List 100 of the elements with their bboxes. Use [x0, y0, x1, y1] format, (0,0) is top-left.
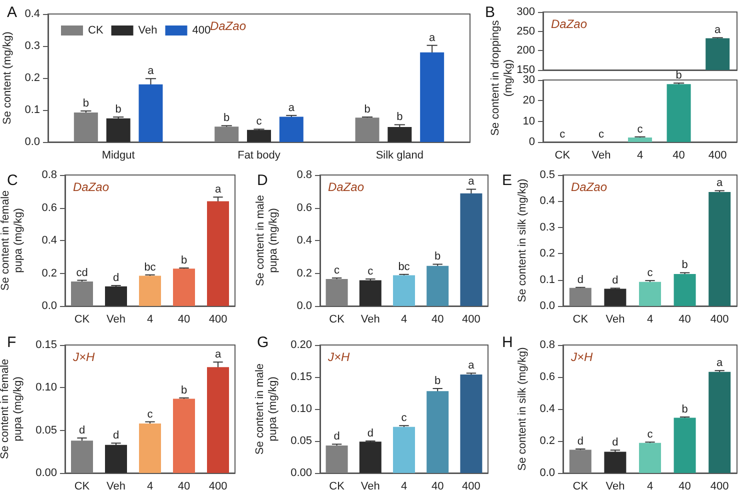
- chart-title: E: [502, 172, 512, 189]
- x-tick-label: Veh: [606, 314, 625, 326]
- y-tick-label: 150: [516, 64, 535, 76]
- data-label: c: [147, 408, 154, 420]
- chart-title: C: [7, 172, 18, 189]
- x-tick-label: Midgut: [102, 150, 135, 162]
- data-label: a: [148, 65, 155, 78]
- y-tick-label: 0.0: [24, 136, 40, 148]
- x-tick-label: 400: [710, 314, 729, 326]
- data-label: bc: [144, 261, 156, 274]
- y-tick-label: 0.00: [36, 467, 57, 479]
- bar: [569, 450, 592, 473]
- data-label: b: [115, 104, 122, 116]
- y-axis-title: Se content in droppings (mg/kg): [490, 20, 514, 136]
- bar: [359, 442, 382, 473]
- bar: [708, 192, 731, 306]
- data-label: a: [716, 357, 724, 370]
- y-tick-label: 0.0: [42, 300, 57, 312]
- bar: [639, 442, 661, 473]
- data-label: b: [676, 70, 682, 82]
- data-label: cd: [76, 266, 88, 279]
- data-label: b: [434, 375, 441, 388]
- x-tick-label: CK: [554, 150, 571, 162]
- x-tick-label: 400: [710, 480, 729, 492]
- data-label: b: [224, 112, 230, 124]
- x-tick-label: 4: [146, 480, 154, 492]
- y-tick-label: 0.15: [36, 339, 57, 351]
- bar: [355, 118, 380, 142]
- data-label: d: [612, 436, 618, 449]
- x-tick-label: 4: [646, 314, 654, 326]
- data-label: d: [334, 430, 340, 443]
- data-label: b: [180, 384, 188, 396]
- data-label: b: [180, 254, 188, 267]
- bar: [207, 367, 229, 473]
- y-tick-label: 30: [522, 74, 535, 86]
- y-tick-label: 0.00: [290, 467, 312, 479]
- bar: [393, 426, 415, 473]
- chart-title: A: [7, 4, 18, 21]
- x-tick-label: 4: [400, 480, 408, 492]
- legend-label: CK: [88, 24, 104, 36]
- bar: [139, 276, 161, 306]
- y-tick-label: 0.2: [296, 267, 312, 280]
- y-tick-label: 0.3: [24, 40, 40, 52]
- x-tick-label: Veh: [592, 150, 611, 162]
- y-tick-label: 0: [528, 136, 535, 148]
- data-label: c: [368, 265, 374, 278]
- y-tick-label: 20: [522, 94, 535, 107]
- x-tick-label: 400: [462, 480, 480, 492]
- annotation: DaZao: [210, 19, 246, 33]
- y-tick-label: 0.0: [296, 300, 312, 312]
- bar: [460, 374, 482, 473]
- x-tick-label: CK: [329, 314, 346, 326]
- x-tick-label: Fat body: [238, 150, 281, 162]
- bar: [173, 398, 195, 473]
- x-tick-label: CK: [74, 314, 90, 326]
- data-label: a: [214, 348, 222, 361]
- bar: [214, 126, 239, 142]
- x-tick-label: CK: [572, 314, 589, 326]
- y-tick-label: 200: [516, 44, 535, 57]
- y-axis-title: Se content (mg/kg): [1, 32, 14, 124]
- data-label: c: [647, 267, 654, 280]
- x-tick-label: Veh: [360, 480, 380, 492]
- bar: [74, 112, 98, 142]
- bar: [247, 130, 271, 142]
- annotation: DaZao: [551, 17, 588, 31]
- y-tick-label: 0.8: [296, 169, 312, 181]
- y-axis-title: Se content in silk (mg/kg): [516, 347, 528, 471]
- x-tick-label: Silk gland: [376, 150, 424, 162]
- data-label: d: [612, 274, 618, 287]
- x-tick-label: 40: [678, 314, 691, 326]
- y-tick-label: 0.4: [24, 8, 40, 20]
- y-tick-label: 0.10: [290, 403, 312, 415]
- y-tick-label: 0.20: [290, 339, 312, 351]
- y-tick-label: 0.6: [42, 202, 57, 214]
- data-label: c: [598, 128, 604, 140]
- y-tick-label: 300: [516, 6, 535, 18]
- data-label: d: [112, 272, 120, 284]
- y-tick-label: 10: [522, 115, 535, 128]
- data-label: b: [82, 97, 89, 110]
- bar: [426, 266, 449, 306]
- x-tick-label: 4: [646, 480, 654, 492]
- bar: [420, 52, 444, 142]
- legend-label: 400: [192, 24, 211, 36]
- data-label: b: [434, 250, 441, 263]
- x-tick-label: CK: [329, 480, 346, 492]
- annotation: DaZao: [73, 180, 110, 194]
- bar: [708, 372, 731, 473]
- legend-label: Veh: [138, 24, 158, 36]
- bar: [569, 288, 592, 306]
- y-axis-title: Se content in silk (mg/kg): [516, 178, 528, 302]
- y-tick-label: 0.05: [290, 435, 312, 447]
- annotation: J×H: [72, 350, 96, 364]
- data-label: d: [78, 424, 86, 437]
- data-label: b: [364, 104, 370, 116]
- bar: [71, 440, 93, 473]
- bar: [460, 193, 482, 306]
- bar: [71, 281, 93, 306]
- y-tick-label: 0.3: [540, 221, 555, 234]
- x-tick-label: 4: [146, 314, 154, 326]
- x-tick-label: 40: [431, 314, 444, 326]
